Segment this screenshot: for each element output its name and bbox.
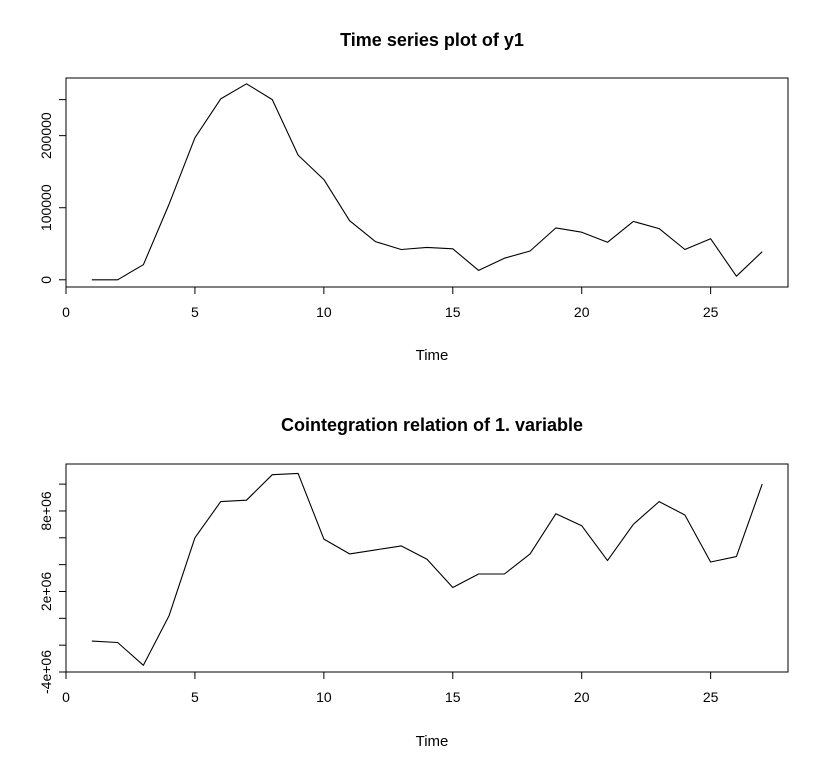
x-tick-label: 25 (703, 689, 719, 705)
x-tick-label: 0 (62, 689, 70, 705)
x-tick-label: 20 (574, 689, 590, 705)
y-tick-label: 100000 (38, 184, 54, 231)
x-tick-label: 15 (445, 689, 461, 705)
chart-title-y1: Time series plot of y1 (340, 30, 524, 50)
x-tick-label: 0 (62, 304, 70, 320)
y-tick-label: 0 (38, 276, 54, 284)
x-axis-label-cointegration: Time (416, 733, 449, 750)
y-tick-label: 2e+06 (38, 572, 54, 612)
x-tick-label: 15 (445, 304, 461, 320)
series-line-cointegration (91, 472, 763, 666)
x-tick-label: 20 (574, 304, 590, 320)
x-tick-label: 5 (191, 304, 199, 320)
chart-title-cointegration: Cointegration relation of 1. variable (281, 415, 583, 435)
plot-frame-y1 (65, 77, 789, 288)
x-tick-label: 5 (191, 689, 199, 705)
x-axis-cointegration: 0 5 10 15 20 25 (62, 671, 719, 705)
panel-cointegration: Cointegration relation of 1. variable 0 5… (38, 415, 789, 750)
y-tick-label: -4e+06 (38, 650, 54, 694)
y-tick-label: 200000 (38, 112, 54, 159)
y-tick-label: 8e+06 (38, 491, 54, 531)
y-axis-y1: 0 100000 200000 (38, 99, 67, 284)
y-axis-cointegration: -4e+06 2e+06 8e+06 (38, 483, 67, 694)
panel-y1: Time series plot of y1 0 5 10 15 20 25 0 10000… (38, 30, 789, 364)
x-tick-label: 10 (316, 689, 332, 705)
plot-frame-cointegration (65, 463, 789, 673)
x-tick-label: 25 (703, 304, 719, 320)
series-line-y1 (91, 83, 763, 281)
x-axis-y1: 0 5 10 15 20 25 (62, 286, 719, 320)
x-tick-label: 10 (316, 304, 332, 320)
x-axis-label-y1: Time (416, 347, 449, 364)
